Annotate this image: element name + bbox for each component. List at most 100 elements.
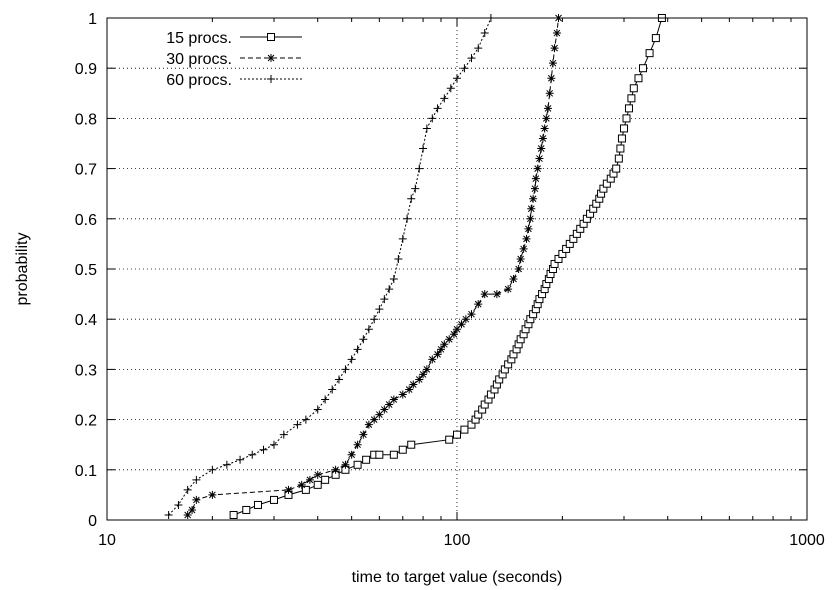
data-point [398,445,407,454]
y-tick-label: 0.4 [75,312,97,329]
legend-label: 30 procs. [166,51,232,68]
legend-marker [267,33,275,41]
series-1 [229,14,666,519]
data-point [550,44,559,53]
data-point [409,380,418,389]
data-point [405,385,414,394]
x-tick-label: 100 [444,532,471,549]
data-point [474,300,483,309]
data-point [334,375,343,384]
data-point [362,455,371,464]
data-point [398,390,407,399]
data-point [529,194,538,203]
data-point [164,510,173,519]
data-point [370,315,379,324]
y-axis-label: probability [14,233,31,306]
data-point [433,104,442,113]
data-point [467,420,476,429]
data-point [347,450,356,459]
data-point [248,450,257,459]
data-point [313,480,322,489]
data-point [530,184,539,193]
data-point [526,214,535,223]
y-tick-label: 0.3 [75,362,97,379]
y-tick-label: 0 [88,513,97,530]
data-point [394,254,403,263]
data-point [629,84,638,93]
data-point [305,475,314,484]
data-point [353,460,362,469]
series-line [187,17,559,516]
y-tick-label: 0.5 [75,262,97,279]
data-point [375,450,384,459]
data-point [380,405,389,414]
data-point [398,234,407,243]
data-point [509,275,518,284]
data-point [188,505,197,514]
legend-label: 15 procs. [166,30,232,47]
data-point [457,320,466,329]
data-point [407,440,416,449]
data-point [519,244,528,253]
data-point [428,355,437,364]
data-point [236,455,245,464]
data-point [446,84,455,93]
series-2 [183,14,563,519]
data-point [422,365,431,374]
data-point [242,505,251,514]
y-tick-label: 0.7 [75,162,97,179]
data-point [389,450,398,459]
data-point [492,290,501,299]
data-point [385,400,394,409]
data-point [614,154,623,163]
data-point [321,475,330,484]
legend: 15 procs. 30 procs. 60 procs. [166,30,302,89]
data-point [537,144,546,153]
y-tick-label: 0.6 [75,212,97,229]
data-point [284,485,293,494]
y-tick-label: 1 [88,11,97,28]
data-point [627,94,636,103]
data-point [619,124,628,133]
data-point [540,124,549,133]
data-point [460,425,469,434]
data-point [380,295,389,304]
data-point [651,34,660,43]
data-point [415,164,424,173]
data-point [259,445,268,454]
series-layer [164,14,666,519]
data-point [269,440,278,449]
y-tick-label: 0.8 [75,111,97,128]
data-point [407,194,416,203]
data-point [208,465,217,474]
data-point [419,370,428,379]
data-point [364,325,373,334]
data-point [467,54,476,63]
data-point [341,460,350,469]
data-point [341,365,350,374]
data-point [440,94,449,103]
data-point [480,290,489,299]
data-point [522,234,531,243]
data-point [524,224,533,233]
legend-marker [267,54,275,62]
data-point [504,285,513,294]
data-point [375,305,384,314]
data-point [359,335,368,344]
data-point [301,485,310,494]
data-point [183,510,192,519]
data-point [359,430,368,439]
data-point [415,375,424,384]
data-point [552,29,561,38]
data-point [192,475,201,484]
data-point [370,415,379,424]
tick-layer: 0 0.1 0.2 0.3 0.4 0.5 0.6 0.7 0.8 0.9 1 10 100 1000 [75,11,825,549]
data-point [313,470,322,479]
data-point [353,440,362,449]
data-point [474,44,483,53]
data-point [301,415,310,424]
data-point [375,410,384,419]
data-point [453,430,461,439]
data-point [616,144,625,153]
data-point [222,460,231,469]
